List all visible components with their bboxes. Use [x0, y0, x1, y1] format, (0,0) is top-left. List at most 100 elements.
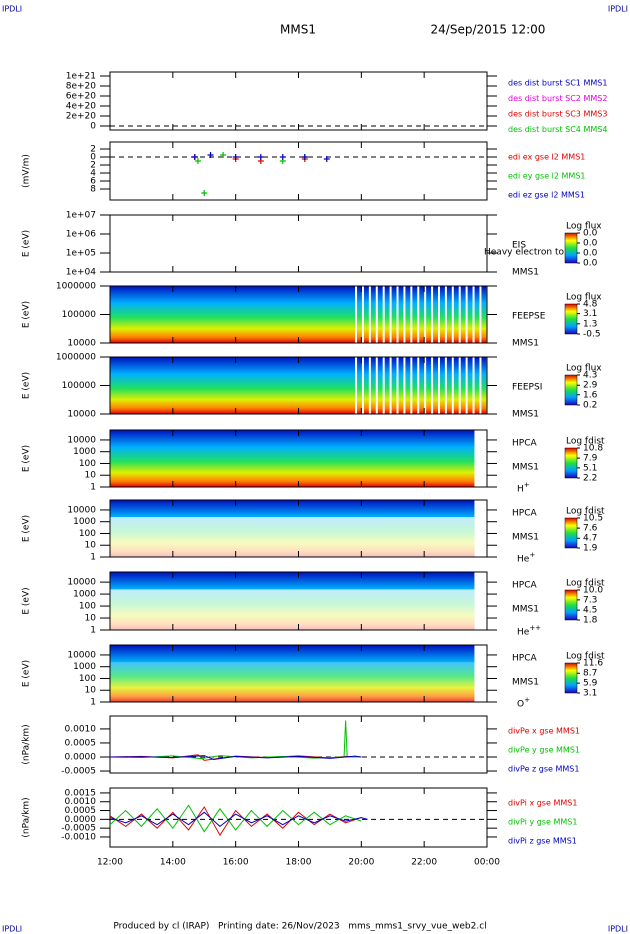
y-tick-label: 1e+04 [66, 268, 97, 278]
colorbar-label: 10.5 [583, 514, 603, 524]
y-tick-label: 6e+20 [66, 92, 97, 102]
colorbar-label: 11.6 [583, 659, 603, 669]
spacecraft-label: MMS1 [512, 605, 539, 615]
panel-frame [109, 71, 488, 131]
y-tick-label: 0 [90, 122, 96, 132]
title: MMS1 [280, 23, 316, 37]
legend-entry: divPi y gse MMS1 [508, 818, 577, 827]
colorbar-label: 2.2 [583, 474, 597, 484]
colorbar-label: 2.9 [583, 381, 598, 391]
colorbar-label: 10.8 [583, 444, 603, 454]
corner-mark: IPDLI [608, 5, 628, 14]
colorbar-label: 4.3 [583, 371, 597, 381]
overlay-note: Heavy electron to [484, 248, 564, 258]
instrument-label: HPCA [512, 439, 537, 449]
y-tick-label: 8e+20 [66, 82, 97, 92]
y-tick-label: 1e+21 [66, 72, 96, 82]
instrument-label: HPCA [512, 509, 537, 519]
spectrogram-gap [479, 286, 482, 343]
spacecraft-label: MMS1 [512, 339, 539, 349]
data-cross [279, 154, 286, 160]
instrument-label: FEEPSI [512, 383, 542, 393]
colorbar-label: 7.9 [583, 454, 598, 464]
y-tick-label: 10000 [67, 578, 96, 588]
spacecraft-label: MMS1 [512, 463, 539, 473]
footer: Produced by cl (IRAP) Printing date: 26/… [113, 922, 486, 932]
legend-entry: edi ex gse l2 MMS1 [508, 153, 585, 162]
y-tick-label: 0.0010 [65, 724, 97, 734]
colorbar-label: 1.3 [583, 319, 597, 329]
spectrogram-gap [382, 357, 385, 414]
spectrogram [110, 430, 475, 487]
legend-entry: des dist burst SC1 MMS1 [508, 79, 607, 88]
data-line [109, 806, 362, 837]
y-axis-label: (nPa/km) [22, 724, 32, 764]
date: 24/Sep/2015 12:00 [431, 23, 546, 37]
colorbar [564, 517, 578, 549]
y-tick-label: -0.0005 [61, 824, 96, 834]
colorbar-label: 0.0 [583, 229, 598, 239]
panel-frame [109, 214, 488, 273]
colorbar-label: 0.0 [583, 249, 598, 259]
y-tick-label: 1 [90, 698, 96, 708]
legend-entry: des dist burst SC4 MMS4 [508, 125, 607, 134]
y-tick-label: 100000 [62, 381, 97, 391]
y-axis-label: E (eV) [22, 445, 32, 472]
spectrogram-gap [368, 286, 371, 343]
spectrogram-gap [382, 286, 385, 343]
y-tick-label: 1000000 [56, 282, 96, 292]
y-tick-label: 10000 [67, 339, 96, 349]
instrument-label: FEEPSE [512, 312, 546, 322]
colorbar [564, 232, 578, 264]
legend-entry: divPe x gse MMS1 [508, 727, 580, 736]
colorbar-title: Log fdist [566, 437, 605, 447]
colorbar-title: Log fdist [566, 579, 605, 589]
spacecraft-label: MMS1 [512, 533, 539, 543]
spectrogram-gap [389, 357, 392, 414]
x-tick-label: 18:00 [286, 858, 312, 868]
legend-entry: des dist burst SC2 MMS2 [508, 94, 607, 103]
colorbar-label: 4.5 [583, 606, 597, 616]
y-tick-label: 2 [90, 161, 96, 171]
legend-entry: edi ez gse l2 MMS1 [508, 191, 585, 200]
spectrogram-gap [458, 357, 461, 414]
legend-entry: des dist burst SC3 MMS3 [508, 110, 607, 119]
instrument-label: EIS [512, 241, 526, 251]
y-tick-label: 0.0000 [65, 815, 97, 825]
colorbar-label: 7.6 [583, 524, 598, 534]
species-charge: + [529, 551, 535, 559]
x-tick-label: 14:00 [160, 858, 186, 868]
colorbar-label: 3.1 [583, 689, 597, 699]
panel-frame [109, 787, 488, 848]
spectrogram-gap [458, 286, 461, 343]
y-tick-label: -0.0005 [61, 767, 96, 777]
y-tick-label: -0.0010 [61, 832, 96, 842]
species-charge: ++ [529, 624, 541, 632]
spectrogram-gap [375, 357, 378, 414]
y-axis-label: E (eV) [22, 515, 32, 542]
spectrogram-gap [375, 286, 378, 343]
spectrogram-gap [437, 357, 440, 414]
y-axis-label: E (eV) [22, 301, 32, 328]
y-tick-label: 100 [79, 529, 96, 539]
data-cross [323, 156, 330, 162]
y-tick-label: 0 [90, 153, 96, 163]
species-label: He++ [517, 624, 541, 638]
panel-frame [109, 141, 488, 201]
y-tick-label: 10 [85, 614, 97, 624]
y-tick-label: 0.0015 [65, 788, 97, 798]
spectrogram-gap [417, 357, 420, 414]
y-tick-label: 10 [85, 541, 97, 551]
y-tick-label: 1000000 [56, 353, 96, 363]
species-charge: + [524, 481, 530, 489]
y-tick-label: 0.0005 [65, 806, 97, 816]
species-label: O+ [517, 696, 530, 710]
y-tick-label: 100 [79, 674, 96, 684]
spectrogram-gap [110, 589, 475, 630]
y-axis-label: E (eV) [22, 660, 32, 687]
y-axis-label: E (eV) [22, 230, 32, 257]
spectrogram-gap [444, 357, 447, 414]
y-tick-label: 1000 [73, 517, 96, 527]
colorbar-title: Log flux [566, 364, 602, 374]
x-tick-label: 20:00 [348, 858, 374, 868]
